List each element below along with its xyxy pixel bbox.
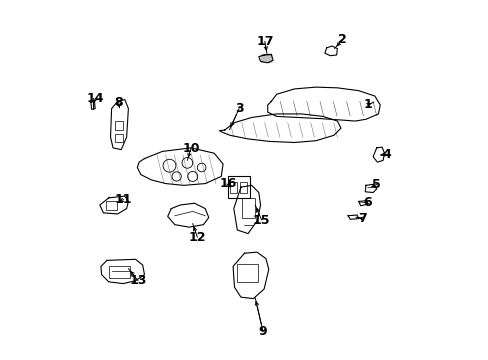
Text: 3: 3 — [234, 102, 243, 115]
Text: 17: 17 — [256, 35, 273, 48]
Bar — [240, 182, 246, 193]
Text: 8: 8 — [114, 96, 123, 109]
Text: 4: 4 — [382, 148, 390, 161]
Text: 10: 10 — [182, 142, 199, 155]
Bar — [241, 198, 255, 217]
Text: 14: 14 — [86, 92, 104, 105]
Bar — [108, 266, 130, 278]
Bar — [106, 202, 116, 210]
Text: 12: 12 — [188, 231, 205, 244]
Text: 1: 1 — [363, 99, 371, 112]
Bar — [115, 134, 123, 143]
Text: 6: 6 — [363, 195, 371, 209]
Text: 13: 13 — [129, 274, 146, 287]
Text: 16: 16 — [219, 177, 237, 190]
Text: 15: 15 — [252, 213, 270, 226]
Text: 11: 11 — [115, 193, 132, 206]
Text: 7: 7 — [357, 212, 366, 225]
Text: 9: 9 — [258, 325, 267, 338]
Bar — [237, 264, 258, 282]
Bar — [115, 121, 123, 130]
Text: 5: 5 — [371, 178, 380, 191]
Text: 2: 2 — [338, 33, 346, 46]
Bar — [230, 182, 237, 193]
